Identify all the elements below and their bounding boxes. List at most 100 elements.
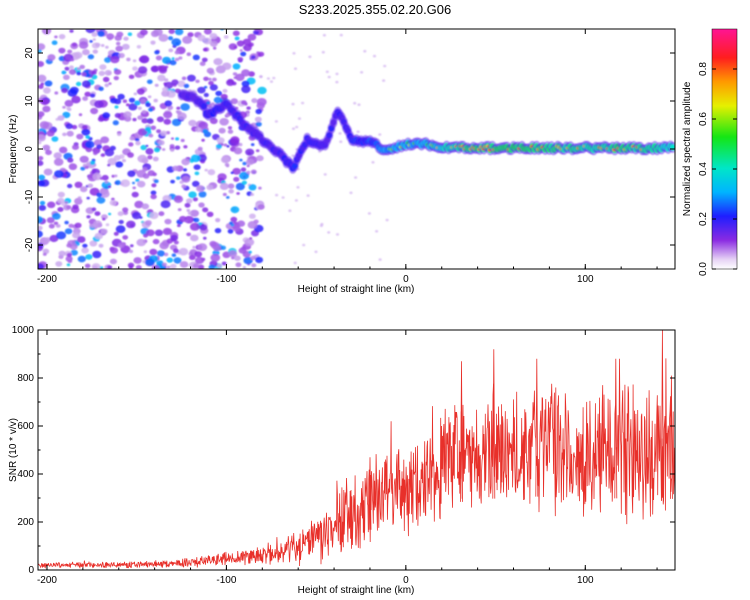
spectrogram-noise-cell	[117, 93, 125, 100]
spectrogram-noise-cell	[145, 148, 154, 155]
y-tick-label: -10	[24, 189, 35, 204]
spectrogram-noise-cell	[187, 211, 192, 215]
y-tick-label: 10	[24, 95, 35, 107]
spectrogram-noise-cell	[96, 144, 103, 150]
spectrogram-noise-cell	[226, 196, 230, 199]
spectrogram-noise-cell	[153, 98, 158, 103]
spectrogram-noise-cell	[206, 67, 215, 74]
colorbar-frame	[711, 28, 738, 270]
spectrogram-noise-cell	[158, 65, 167, 73]
spectrogram-noise-cell	[137, 115, 144, 120]
spectrogram-noise-cell	[81, 247, 89, 254]
spectrogram-noise-cell	[198, 202, 205, 208]
spectrogram-noise-cell	[250, 143, 255, 147]
spectrogram-noise-cell	[294, 199, 298, 202]
spectrogram-noise-cell	[115, 45, 123, 52]
spectrogram-noise-cell	[161, 90, 170, 97]
spectrogram-noise-cell	[174, 50, 180, 55]
spectrogram-noise-cell	[228, 189, 234, 194]
spectrogram-noise-cell	[208, 77, 212, 81]
spectrogram-noise-cell	[131, 191, 139, 198]
spectrogram-noise-cell	[64, 66, 70, 71]
spectrogram-noise-cell	[113, 155, 121, 161]
spectrogram-noise-cell	[43, 168, 53, 176]
spectrogram-noise-cell	[209, 33, 218, 40]
spectrogram-noise-cell	[58, 34, 66, 40]
y-tick-label: -20	[24, 237, 35, 252]
spectrogram-noise-cell	[207, 169, 216, 176]
spectrogram-noise-cell	[235, 182, 245, 191]
spectrogram-noise-cell	[168, 29, 175, 34]
spectrogram-noise-cell	[152, 156, 159, 162]
spectrogram-noise-cell	[167, 36, 174, 41]
spectrogram-noise-cell	[383, 64, 387, 68]
spectrogram-noise-cell	[147, 155, 153, 160]
spectrogram-noise-cell	[166, 257, 174, 263]
spectrogram-noise-cell	[202, 207, 209, 213]
spectrogram-noise-cell	[181, 76, 187, 81]
spectrogram-noise-cell	[114, 180, 121, 186]
spectrogram-noise-cell	[65, 123, 73, 130]
spectrogram-noise-cell	[84, 263, 91, 269]
spectrogram-noise-cell	[194, 251, 203, 258]
colorbar-tick-label: 0.8	[698, 62, 709, 76]
spectrogram-noise-cell	[117, 132, 122, 137]
spectrogram-noise-cell	[150, 190, 157, 196]
spectrogram-noise-cell	[363, 49, 367, 53]
spectrogram-noise-cell	[246, 106, 251, 110]
spectrogram-noise-cell	[197, 243, 208, 252]
spectrogram-noise-cell	[38, 156, 44, 161]
spectrogram-noise-cell	[91, 70, 97, 75]
spectrogram-noise-cell	[91, 32, 98, 37]
spectrogram-noise-cell	[356, 130, 360, 133]
spectrogram-noise-cell	[92, 250, 102, 259]
spectrogram-noise-cell	[92, 49, 99, 54]
x-tick-label: -200	[37, 575, 57, 586]
spectrogram-noise-cell	[246, 170, 251, 174]
spectrogram-noise-cell	[38, 49, 42, 54]
spectrogram-noise-cell	[183, 168, 187, 172]
spectrogram-noise-cell	[142, 173, 150, 179]
spectrogram-noise-cell	[195, 256, 204, 264]
spectrogram-noise-cell	[242, 266, 247, 269]
spectrogram-noise-cell	[51, 212, 61, 220]
spectrogram-noise-cell	[164, 218, 172, 225]
spectrogram-noise-cell	[240, 51, 247, 57]
spectrogram-noise-cell	[249, 213, 256, 219]
spectrogram-noise-cell	[51, 136, 59, 142]
spectrogram-noise-cell	[175, 57, 180, 62]
spectrogram-noise-cell	[206, 211, 214, 217]
snr-series-line	[38, 358, 675, 569]
spectrogram-noise-cell	[68, 69, 77, 75]
spectrogram-noise-cell	[102, 217, 106, 221]
spectrogram-noise-cell	[68, 163, 78, 171]
x-tick-label: 0	[403, 575, 409, 586]
spectrogram-noise-cell	[81, 128, 91, 136]
spectrogram-noise-cell	[155, 55, 162, 61]
snr-peak	[614, 358, 618, 499]
spectrogram-noise-cell	[230, 171, 234, 175]
spectrogram-noise-cell	[163, 252, 169, 257]
spectrogram-noise-cell	[143, 250, 148, 254]
spectrogram-noise-cell	[154, 50, 160, 55]
spectrogram-noise-cell	[203, 29, 212, 35]
spectrogram-noise-cell	[169, 59, 177, 66]
x-tick-label: -200	[37, 274, 57, 285]
spectrogram-noise-cell	[99, 266, 104, 269]
spectrogram-noise-cell	[182, 35, 193, 44]
y-tick-label: 0	[24, 146, 35, 152]
spectrogram-noise-cell	[93, 139, 103, 146]
spectrogram-noise-cell	[82, 49, 90, 56]
spectrogram-noise-cell	[306, 194, 310, 197]
spectrogram-noise-cell	[213, 46, 217, 50]
spectrogram-noise-cell	[99, 177, 104, 180]
spectrogram-noise-cell	[115, 225, 126, 234]
spectrogram-noise-cell	[89, 93, 96, 98]
spectrogram-noise-cell	[181, 176, 191, 183]
x-tick-label: 100	[577, 575, 594, 586]
spectrogram-noise-cell	[239, 171, 249, 180]
spectrogram-noise-cell	[42, 144, 51, 151]
spectrogram-noise-cell	[227, 126, 233, 130]
spectrogram-noise-cell	[224, 162, 230, 167]
